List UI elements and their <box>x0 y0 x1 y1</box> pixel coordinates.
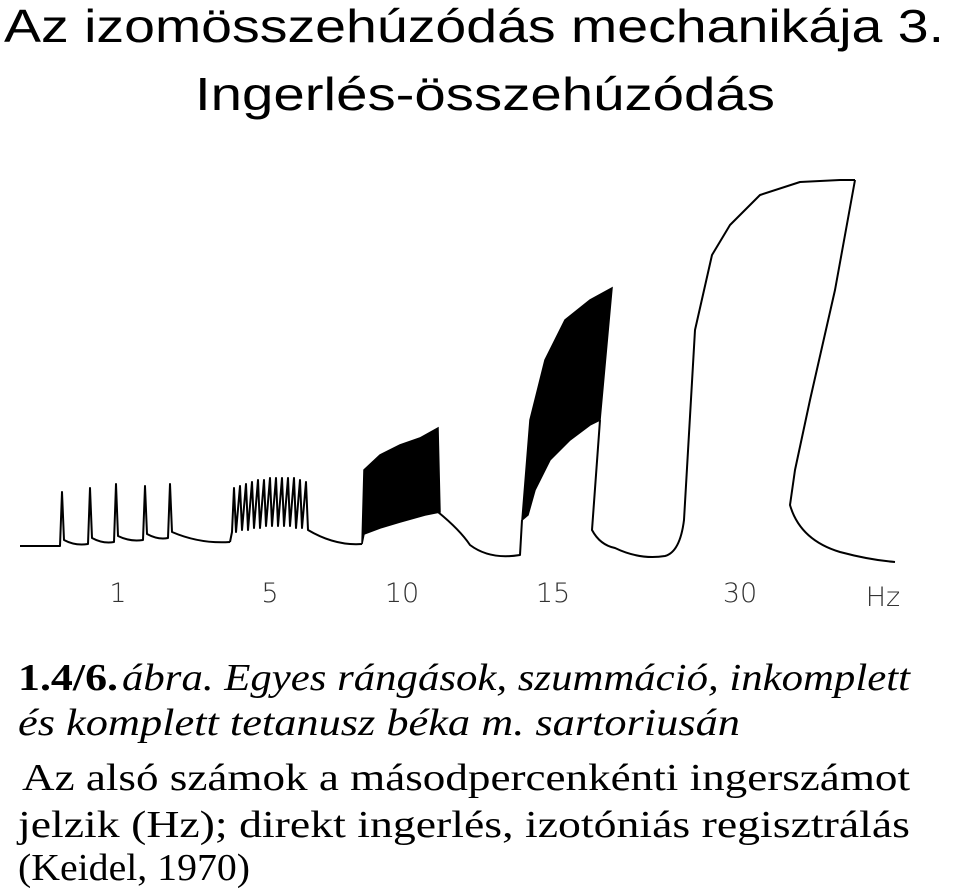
caption-line: ábra. Egyes rángások, szummáció, inkompl… <box>122 657 912 699</box>
complete-tetanus-trace <box>789 179 896 563</box>
incomplete-tetanus <box>361 426 441 545</box>
frequency-label: 1 <box>109 578 126 609</box>
twitch-trace <box>20 483 231 547</box>
frequency-label: 30 <box>723 578 757 609</box>
frequency-label: 10 <box>385 578 419 609</box>
note-line: (Keidel, 1970) <box>18 847 250 889</box>
figure-number: 1.4/6. <box>18 657 118 699</box>
partial-tetanus <box>521 286 613 522</box>
note-line: Az alsó számok a másodpercenkénti ingers… <box>22 757 911 799</box>
myogram <box>20 179 896 563</box>
title-line: Ingerlés-összehúzódás <box>195 68 775 120</box>
note-line: jelzik (Hz); direkt ingerlés, izotóniás … <box>16 804 910 846</box>
frequency-label: 5 <box>261 578 278 609</box>
frequency-label: 15 <box>536 578 570 609</box>
relaxation-trace <box>437 511 523 558</box>
relaxation-trace <box>591 179 855 558</box>
summation-trace <box>229 477 363 546</box>
title-line: Az izomösszehúzódás mechanikája 3. <box>4 0 944 52</box>
unit-label: Hz <box>866 582 900 613</box>
caption-line: és komplett tetanusz béka m. sartoriusán <box>18 702 740 744</box>
